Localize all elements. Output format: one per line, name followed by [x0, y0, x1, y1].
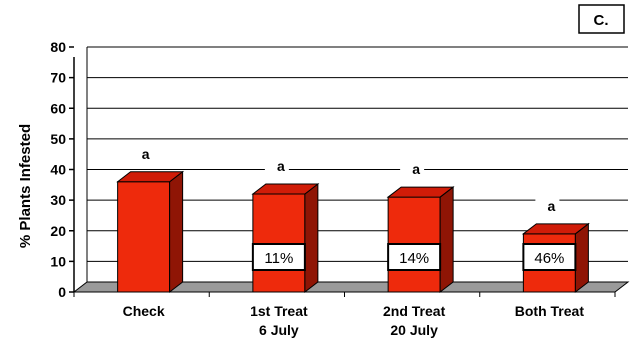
bar-top-2 [386, 186, 455, 198]
letter-bg-2 [400, 160, 425, 179]
bar-side-0 [169, 170, 184, 294]
bar-0 [116, 170, 185, 294]
axes [69, 46, 630, 297]
y-tick-label-70: 70 [50, 70, 66, 86]
significance-letter-1: a [277, 158, 285, 174]
category-sublabel-2: 20 July [390, 322, 438, 338]
letter-bg-1 [264, 157, 289, 175]
bars [116, 170, 590, 294]
y-tick-label-0: 0 [58, 284, 66, 300]
reduction-labels: 11% 14% 46% [251, 243, 577, 271]
y-tick-label-20: 20 [50, 223, 66, 239]
bar-front-0 [117, 181, 171, 293]
category-label-0: Check [123, 303, 165, 319]
letter-bg-0 [129, 144, 154, 163]
bar-2 [386, 186, 455, 294]
category-label-3: Both Treat [515, 303, 585, 319]
significance-letters: a a a a [129, 144, 560, 215]
bar-top-1 [251, 183, 320, 195]
reduction-label-2: 14% [399, 250, 429, 267]
significance-letter-2: a [412, 161, 420, 177]
y-axis-label: % Plants Infested [17, 124, 34, 248]
y-tick-label-80: 80 [50, 39, 66, 55]
y-tick-label-30: 30 [50, 192, 66, 208]
letter-bg-3 [535, 196, 560, 215]
y-tick-label-50: 50 [50, 131, 66, 147]
panel-label: C. [594, 12, 609, 29]
category-sublabel-1: 6 July [259, 322, 299, 338]
reduction-label-3: 46% [534, 250, 564, 267]
bar-top-3 [521, 223, 590, 235]
reduction-box-3 [522, 243, 577, 271]
y-tick-label-40: 40 [50, 162, 66, 178]
bar-side-2 [439, 186, 454, 294]
panel-label-box [578, 4, 625, 34]
bar-1 [251, 182, 320, 294]
reduction-label-1: 11% [264, 250, 293, 267]
y-tick-label-10: 10 [50, 253, 66, 269]
category-label-2: 2nd Treat [383, 303, 446, 319]
significance-letter-0: a [142, 146, 150, 162]
category-label-1: 1st Treat [250, 303, 308, 319]
reduction-box-2 [387, 243, 442, 271]
y-tick-label-60: 60 [50, 100, 66, 116]
bar-top-0 [116, 171, 185, 183]
significance-letter-3: a [547, 198, 555, 214]
bar-side-3 [574, 222, 589, 294]
x-category-labels: Check 1st Treat 6 July 2nd Treat 20 July Both… [123, 303, 585, 338]
bar-side-1 [304, 182, 319, 294]
y-tick-labels: 0 10 20 30 40 50 60 70 80 [50, 39, 66, 300]
reduction-box-1 [251, 243, 306, 271]
